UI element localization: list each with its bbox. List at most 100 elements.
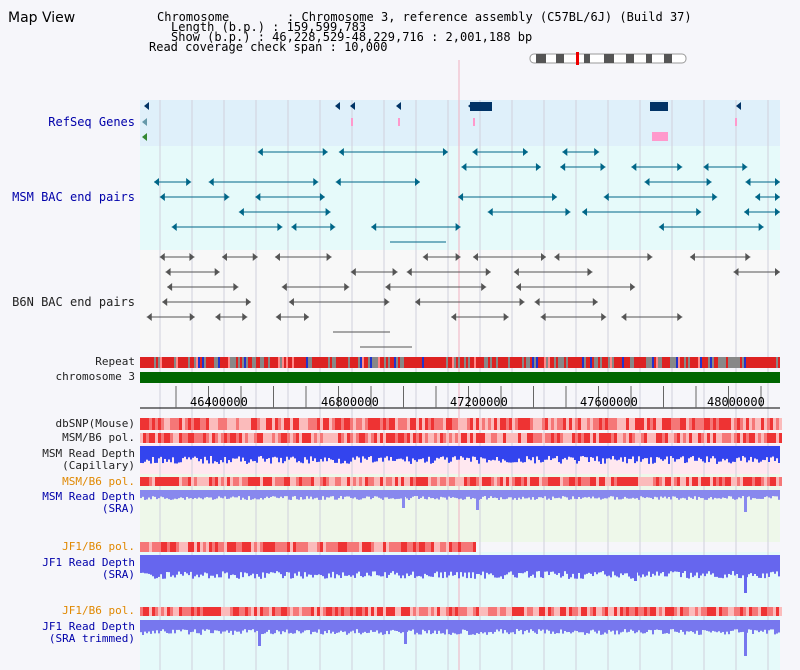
msm-pol-cell [779,433,782,443]
jf1-depth-sra-bar [210,555,212,576]
jf1-depth-sra-bar [660,555,662,574]
msm-pol2-cell [599,477,602,486]
msm-pol-cell [488,433,491,443]
msm-bac-pair-end [472,148,478,156]
dbsnp-cell [749,418,752,430]
b6n-bac-pair-end [385,283,391,291]
jf1-pol-cell [215,542,218,552]
track-label-b6n-bac[interactable]: B6N BAC end pairs [12,295,135,309]
msm-depth-capillary-bar [702,446,704,462]
msm-pol-cell [338,433,341,443]
jf1-pol-cell [254,542,257,552]
msm-depth-sra-bar [686,490,688,500]
msm-depth-capillary-bar [726,446,728,459]
msm-depth-capillary-bar [390,446,392,457]
dbsnp-cell [500,418,503,430]
repeat-segment [646,357,648,368]
msm-pol-cell [497,433,500,443]
repeat-segment [352,357,354,368]
dbsnp-cell [608,418,611,430]
msm-pol2-cell [365,477,368,486]
msm-pol2-cell [311,477,314,486]
jf1-depth-sra-bar [364,555,366,577]
msm-depth-sra-bar [234,490,236,498]
repeat-segment [244,357,246,368]
jf1-depth-trimmed-bar [724,620,726,635]
msm-pol2-cell [209,477,212,486]
jf1-pol2-cell [386,607,389,616]
jf1-depth-sra-bar [476,555,478,574]
jf1-depth-trimmed-bar [430,620,432,635]
msm-depth-capillary-bar [476,446,478,461]
jf1-pol2-cell [440,607,443,616]
msm-depth-capillary-bar [246,446,248,464]
msm-depth-sra-bar [246,490,248,500]
jf1-depth-sra-bar [428,555,430,577]
jf1-pol2-cell [344,607,347,616]
repeat-segment [186,357,188,368]
b6n-bac-pair-end [451,313,457,321]
jf1-depth-trimmed-bar [510,620,512,633]
jf1-depth-trimmed-bar [402,620,404,633]
repeat-segment [246,357,248,368]
jf1-depth-trimmed-bar [516,620,518,630]
jf1-depth-trimmed-bar [208,620,210,630]
jf1-depth-trimmed-bar [578,620,580,633]
repeat-segment [218,357,220,368]
jf1-depth-sra-bar [474,555,476,579]
jf1-pol-cell [464,542,467,552]
track-label-msm-bac[interactable]: MSM BAC end pairs [12,190,135,204]
b6n-bac-pair-end [733,268,739,276]
jf1-depth-sra-bar [522,555,524,574]
jf1-pol2-cell [692,607,695,616]
jf1-depth-trimmed-bar-spike [744,620,747,656]
dbsnp-cell [311,418,314,430]
msm-pol-cell [383,433,386,443]
jf1-pol2-cell [671,607,674,616]
jf1-depth-sra-bar [298,555,300,572]
jf1-depth-trimmed-bar [670,620,672,630]
jf1-depth-sra-bar [638,555,640,576]
repeat-segment [470,357,472,368]
msm-depth-sra-bar [566,490,568,498]
msm-depth-sra-bar [206,490,208,497]
jf1-depth-sra-bar [756,555,758,576]
jf1-depth-sra-bar [710,555,712,575]
jf1-depth-trimmed-bar [222,620,224,632]
msm-depth-sra-bar [388,490,390,499]
repeat-segment [758,357,760,368]
jf1-depth-trimmed-bar [464,620,466,630]
track-label-refseq[interactable]: RefSeq Genes [48,115,135,129]
msm-depth-capillary-bar [578,446,580,462]
msm-depth-sra-bar [610,490,612,497]
dbsnp-cell [371,418,374,430]
msm-pol2-cell [722,477,725,486]
jf1-depth-sra-bar [486,555,488,573]
gene-marker [144,102,149,110]
dbsnp-cell [242,418,245,430]
repeat-segment [174,357,176,368]
repeat-segment [530,357,532,368]
msm-depth-capillary-bar [332,446,334,461]
msm-depth-sra-bar [582,490,584,498]
jf1-depth-trimmed-bar [468,620,470,635]
msm-bac-pair-end [458,193,464,201]
msm-depth-capillary-bar [712,446,714,457]
msm-depth-capillary-bar [376,446,378,462]
msm-depth-sra-bar [532,490,534,498]
msm-depth-capillary-bar [438,446,440,459]
repeat-segment [362,357,364,368]
msm-bac-pair-end [742,163,748,171]
msm-pol-cell [437,433,440,443]
jf1-pol2-cell [755,607,758,616]
dbsnp-cell [308,418,311,430]
msm-depth-capillary-bar [352,446,354,458]
repeat-segment [450,357,452,368]
jf1-depth-sra-bar [682,555,684,574]
msm-depth-sra-bar [188,490,190,499]
jf1-pol2-cell [470,607,473,616]
jf1-depth-trimmed-bar [648,620,650,630]
msm-depth-capillary-bar [502,446,504,460]
msm-depth-capillary-bar [194,446,196,457]
